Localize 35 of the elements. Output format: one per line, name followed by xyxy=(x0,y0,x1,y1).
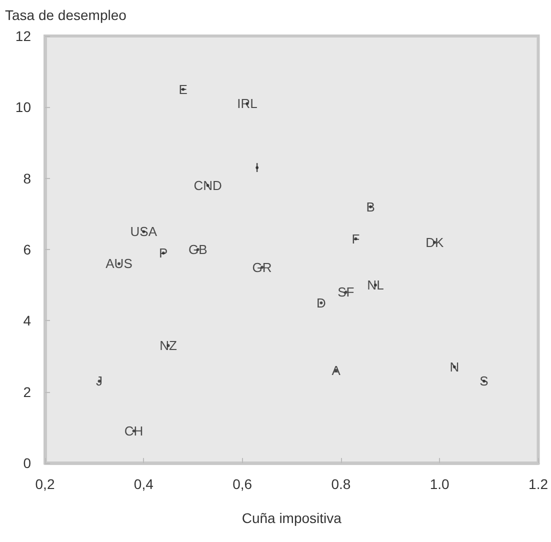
series-label: DK xyxy=(426,234,444,250)
y-tick-label: 0 xyxy=(23,455,32,471)
series-label: P xyxy=(159,246,168,261)
x-tick-label: 1.0 xyxy=(430,476,450,492)
x-tick-label: 0,2 xyxy=(35,476,55,492)
series-label: NL xyxy=(367,278,384,293)
series-label: E xyxy=(178,82,188,97)
series-label: CH xyxy=(124,423,144,438)
series-label: AUS xyxy=(106,256,133,272)
series-label: SF xyxy=(338,284,354,300)
series-label: N xyxy=(450,359,460,374)
series-label: S xyxy=(480,374,489,389)
series-label: F xyxy=(352,231,360,246)
x-tick-label: 1.2 xyxy=(528,476,548,492)
series-label: USA xyxy=(130,224,158,240)
y-tick-label: 8 xyxy=(23,170,32,186)
y-tick-label: 4 xyxy=(23,312,32,329)
series-label: D xyxy=(316,295,326,310)
series-label: CND xyxy=(194,178,222,193)
series-label: NZ xyxy=(160,338,178,354)
y-tick-label: 12 xyxy=(15,28,32,44)
x-axis-title: Cuña impositiva xyxy=(242,510,342,526)
y-axis-title: Tasa de desempleo xyxy=(5,7,127,23)
series-label: IRL xyxy=(237,96,258,112)
series-label: A xyxy=(332,362,341,378)
x-tick-label: 0,6 xyxy=(232,476,252,492)
series-label: B xyxy=(366,199,375,214)
x-tick-label: 0.8 xyxy=(331,476,351,492)
series-label: GR xyxy=(252,260,272,275)
y-tick-label: 2 xyxy=(23,384,32,400)
series-label: I xyxy=(255,160,259,176)
x-tick-label: 0,4 xyxy=(134,476,154,492)
y-tick-label: 6 xyxy=(23,242,32,258)
series-label: GB xyxy=(188,242,208,257)
y-tick-label: 10 xyxy=(15,99,32,116)
